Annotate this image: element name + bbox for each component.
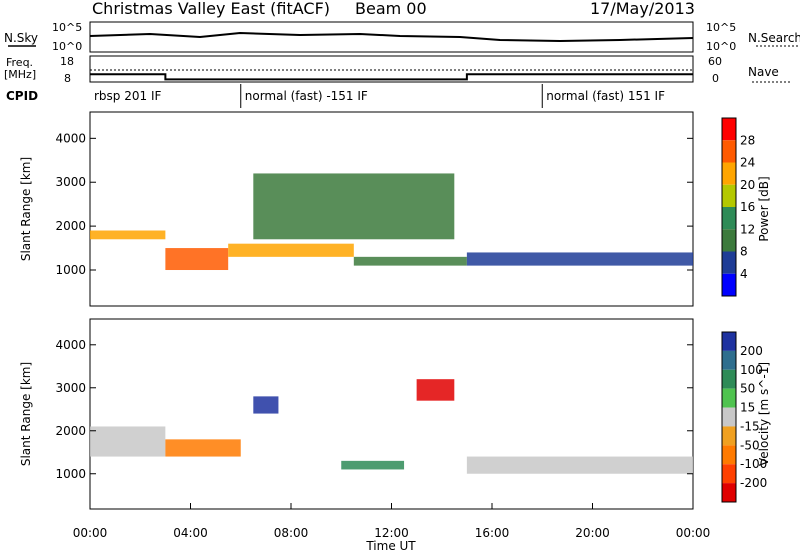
x-tick-label: 00:00 (676, 526, 711, 540)
nsky-line (89, 31, 694, 43)
xaxis-label: Time UT (365, 539, 416, 553)
nsearch-tick-low: 10^0 (706, 40, 736, 53)
colorbar-swatch (722, 229, 736, 252)
colorbar-tick-label: 15 (740, 401, 755, 415)
colorbar-tick-label: -15 (740, 419, 760, 433)
colorbar-tick-label: 100 (740, 363, 763, 377)
beam-label: Beam 00 (355, 0, 427, 18)
colorbar-tick-label: 4 (740, 267, 748, 281)
colorbar-swatch (722, 426, 736, 446)
freq-panel: Freq. [MHz] 18 8 60 0 Nave (4, 55, 790, 85)
colorbar-tick-label: -100 (740, 457, 767, 471)
nsky-panel: N.Sky 10^5 10^0 10^5 10^0 N.Search (4, 21, 800, 53)
colorbar-swatch (722, 207, 736, 230)
nsky-tick-low: 10^0 (52, 40, 82, 53)
colorbar-swatch (722, 118, 736, 141)
data-cell (90, 230, 166, 240)
velocity-colorbar-label: Velocity [m s^-1] (757, 362, 771, 466)
y-tick-label: 3000 (55, 381, 86, 395)
y-tick-label: 4000 (55, 131, 86, 145)
x-tick-label: 16:00 (475, 526, 510, 540)
power-colorbar-label: Power [dB] (757, 176, 771, 241)
colorbar-swatch (722, 350, 736, 370)
colorbar-tick-label: -200 (740, 476, 767, 490)
freq-label: Freq. (6, 56, 33, 69)
freq-line (90, 73, 693, 81)
velocity-ylabel: Slant Range [km] (19, 362, 33, 466)
x-tick-label: 00:00 (73, 526, 108, 540)
data-cell (416, 379, 455, 401)
nave-label: Nave (748, 65, 779, 79)
data-cell (466, 252, 693, 266)
data-cell (253, 396, 279, 414)
colorbar-swatch (722, 407, 736, 427)
chart-title: Christmas Valley East (fitACF) (92, 0, 330, 18)
colorbar-frame (721, 117, 737, 297)
colorbar-swatch (722, 184, 736, 207)
colorbar-swatch (722, 251, 736, 274)
data-cell (353, 256, 467, 266)
nsearch-tick-high: 10^5 (706, 21, 736, 34)
data-cell (466, 456, 693, 474)
colorbar-tick-label: 12 (740, 222, 755, 236)
colorbar-tick-label: 20 (740, 178, 755, 192)
data-cell (165, 439, 241, 457)
cpid-segment-label: normal (fast) -151 IF (245, 89, 368, 103)
cpid-segment-label: rbsp 201 IF (94, 89, 161, 103)
x-tick-label: 12:00 (374, 526, 409, 540)
freq-tick-low: 8 (64, 72, 71, 85)
colorbar-swatch (722, 273, 736, 296)
data-cell (341, 460, 405, 470)
cpid-segment-label: normal (fast) 151 IF (546, 89, 665, 103)
colorbar-tick-label: 28 (740, 133, 755, 147)
colorbar-swatch (722, 369, 736, 389)
colorbar-swatch (722, 332, 736, 351)
velocity-panel: 1000 2000 3000 4000 Slant Range [km] 200 100… (19, 318, 771, 510)
colorbar-tick-label: -50 (740, 438, 760, 452)
nave-tick-low: 0 (712, 72, 719, 85)
cpid-label: CPID (6, 89, 38, 103)
nsky-label: N.Sky (4, 31, 38, 45)
colorbar-tick-label: 16 (740, 200, 755, 214)
colorbar-tick-label: 50 (740, 382, 755, 396)
y-tick-label: 2000 (55, 219, 86, 233)
colorbar-swatch (722, 388, 736, 408)
x-tick-label: 08:00 (274, 526, 309, 540)
data-cell (165, 248, 229, 271)
y-tick-label: 1000 (55, 263, 86, 277)
data-cell (253, 173, 455, 240)
power-ylabel: Slant Range [km] (19, 157, 33, 261)
data-cell (228, 243, 354, 257)
cpid-row: CPID rbsp 201 IF normal (fast) -151 IF nor… (6, 84, 665, 108)
colorbar-swatch (722, 464, 736, 484)
nsky-tick-high: 10^5 (52, 21, 82, 34)
colorbar-swatch (722, 445, 736, 465)
x-tick-label: 04:00 (173, 526, 208, 540)
colorbar-tick-label: 8 (740, 245, 748, 259)
y-tick-label: 3000 (55, 175, 86, 189)
colorbar-tick-label: 200 (740, 344, 763, 358)
y-tick-label: 2000 (55, 424, 86, 438)
date-label: 17/May/2013 (590, 0, 695, 18)
colorbar-swatch (722, 140, 736, 163)
colorbar-tick-label: 24 (740, 156, 755, 170)
nave-tick-high: 60 (708, 55, 722, 68)
colorbar-swatch (722, 162, 736, 185)
colorbar-frame (721, 331, 737, 503)
data-cell (90, 426, 166, 457)
nsearch-label: N.Search (748, 31, 800, 45)
power-panel: 1000 2000 3000 4000 Slant Range [km] 28 24 20… (19, 111, 771, 307)
freq-tick-high: 18 (60, 55, 74, 68)
x-tick-label: 20:00 (575, 526, 610, 540)
y-tick-label: 1000 (55, 467, 86, 481)
colorbar-swatch (722, 483, 736, 502)
freq-unit-label: [MHz] (4, 68, 36, 81)
y-tick-label: 4000 (55, 338, 86, 352)
